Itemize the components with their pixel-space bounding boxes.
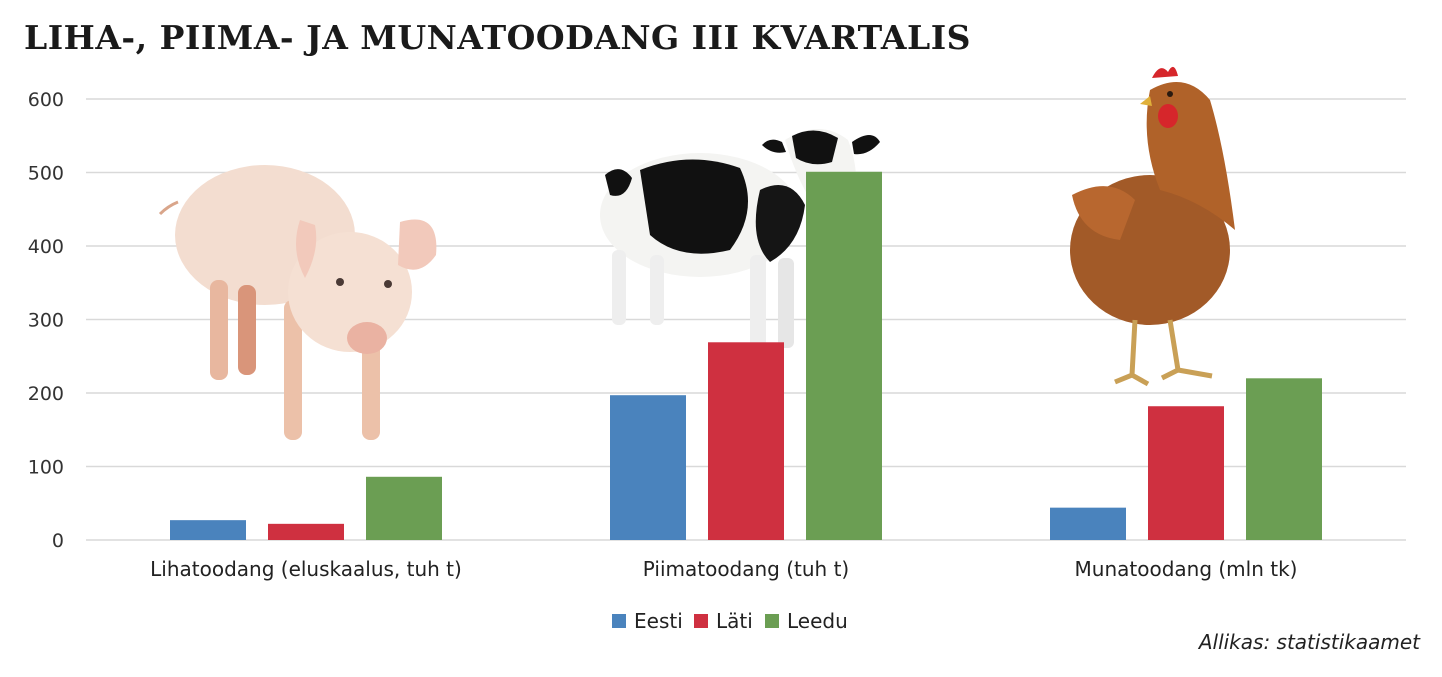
chicken-illustration xyxy=(1070,66,1235,387)
legend: Eesti Läti Leedu xyxy=(612,609,848,633)
bar-leedu-0 xyxy=(366,476,442,540)
chart-title: LIHA-, PIIMA- JA MUNATOODANG III KVARTAL… xyxy=(24,18,971,57)
bars xyxy=(170,171,1322,540)
y-tick-label: 200 xyxy=(28,383,64,405)
source-note: Allikas: statistikaamet xyxy=(1198,630,1420,654)
illustrations xyxy=(158,66,1235,440)
bar-l-ti-2 xyxy=(1148,406,1224,540)
legend-swatch xyxy=(612,614,626,628)
cow-illustration xyxy=(600,129,880,365)
bar-eesti-0 xyxy=(170,520,246,540)
legend-label: Eesti xyxy=(634,609,683,633)
category-labels: Lihatoodang (eluskaalus, tuh t) Piimatood… xyxy=(150,557,1297,581)
legend-swatch xyxy=(765,614,779,628)
category-label: Lihatoodang (eluskaalus, tuh t) xyxy=(150,557,462,581)
bar-leedu-1 xyxy=(806,171,882,540)
category-label: Piimatoodang (tuh t) xyxy=(643,557,849,581)
bar-l-ti-1 xyxy=(708,342,784,540)
y-tick-label: 100 xyxy=(28,457,64,479)
bar-eesti-1 xyxy=(610,395,686,540)
legend-label: Leedu xyxy=(787,609,848,633)
category-label: Munatoodang (mln tk) xyxy=(1075,557,1298,581)
legend-swatch xyxy=(694,614,708,628)
bar-eesti-2 xyxy=(1050,507,1126,540)
y-tick-label: 0 xyxy=(52,530,64,552)
y-tick-label: 300 xyxy=(28,310,64,332)
y-tick-label: 500 xyxy=(28,163,64,185)
bar-l-ti-0 xyxy=(268,523,344,540)
pig-illustration xyxy=(158,165,437,440)
bar-leedu-2 xyxy=(1246,378,1322,540)
y-tick-label: 400 xyxy=(28,236,64,258)
y-tick-label: 600 xyxy=(28,89,64,111)
legend-label: Läti xyxy=(716,609,753,633)
